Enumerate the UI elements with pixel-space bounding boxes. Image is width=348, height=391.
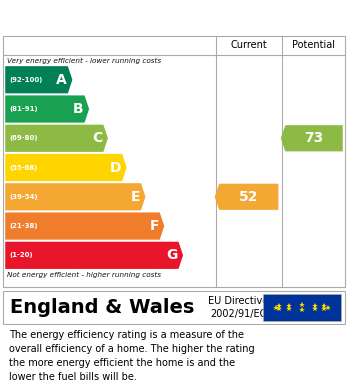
Polygon shape [281, 125, 343, 151]
Text: (55-68): (55-68) [9, 165, 38, 170]
Polygon shape [5, 66, 72, 93]
Text: F: F [150, 219, 159, 233]
Text: Very energy efficient - lower running costs: Very energy efficient - lower running co… [7, 57, 161, 64]
Text: Not energy efficient - higher running costs: Not energy efficient - higher running co… [7, 272, 161, 278]
Polygon shape [215, 184, 278, 210]
Text: (92-100): (92-100) [9, 77, 43, 83]
Text: Current: Current [230, 40, 267, 50]
Polygon shape [5, 95, 89, 123]
Polygon shape [5, 212, 164, 240]
Polygon shape [5, 125, 108, 152]
Text: Potential: Potential [292, 40, 335, 50]
Text: E: E [131, 190, 140, 204]
Text: The energy efficiency rating is a measure of the
overall efficiency of a home. T: The energy efficiency rating is a measur… [9, 330, 254, 382]
Bar [263, 294, 341, 321]
Text: (21-38): (21-38) [9, 223, 38, 229]
Text: G: G [166, 248, 178, 262]
Text: 52: 52 [239, 190, 259, 204]
Text: D: D [110, 161, 121, 174]
Text: Energy Efficiency Rating: Energy Efficiency Rating [9, 10, 230, 25]
Text: C: C [93, 131, 103, 145]
Text: A: A [56, 73, 67, 87]
Text: (81-91): (81-91) [9, 106, 38, 112]
Text: 73: 73 [304, 131, 324, 145]
Text: (39-54): (39-54) [9, 194, 38, 200]
Polygon shape [5, 154, 127, 181]
Text: England & Wales: England & Wales [10, 298, 195, 317]
Polygon shape [5, 242, 183, 269]
Polygon shape [5, 183, 145, 210]
Text: EU Directive
2002/91/EC: EU Directive 2002/91/EC [208, 296, 269, 319]
Text: (1-20): (1-20) [9, 252, 33, 258]
Text: (69-80): (69-80) [9, 135, 38, 141]
Text: B: B [73, 102, 84, 116]
